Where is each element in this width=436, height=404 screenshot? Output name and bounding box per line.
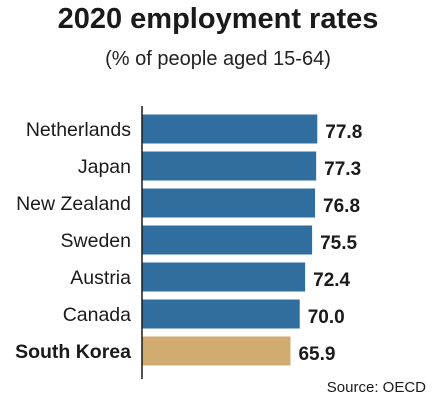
category-label-south-korea: South Korea (15, 341, 131, 363)
value-label-japan: 77.3 (324, 159, 361, 180)
category-label-canada: Canada (63, 304, 131, 326)
value-label-netherlands: 77.8 (325, 122, 362, 143)
bar-new-zealand (142, 188, 316, 218)
category-label-sweden: Sweden (61, 230, 131, 252)
category-label-netherlands: Netherlands (26, 119, 131, 141)
value-label-austria: 72.4 (313, 270, 350, 291)
chart-subtitle: (% of people aged 15-64) (105, 48, 331, 70)
value-label-canada: 70.0 (308, 307, 345, 328)
chart-source: Source: OECD (326, 379, 426, 396)
value-label-south-korea: 65.9 (298, 344, 335, 365)
category-label-new-zealand: New Zealand (16, 193, 131, 215)
bar-austria (142, 262, 306, 292)
bars-layer: Netherlands 77.8 Japan 77.3 New Zealand 76.8 S… (15, 114, 362, 366)
category-label-japan: Japan (78, 156, 131, 178)
value-label-new-zealand: 76.8 (323, 196, 360, 217)
bar-south-korea (142, 336, 291, 366)
value-label-sweden: 75.5 (320, 233, 357, 254)
bar-canada (142, 299, 300, 329)
bar-sweden (142, 225, 313, 255)
bar-netherlands (142, 114, 318, 144)
bar-japan (142, 151, 317, 181)
category-label-austria: Austria (70, 267, 131, 289)
chart-title: 2020 employment rates (57, 3, 379, 35)
